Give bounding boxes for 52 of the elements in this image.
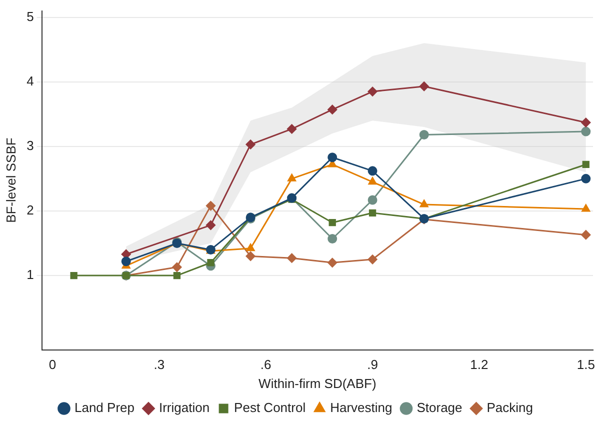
x-tick-label: .9 bbox=[367, 357, 378, 372]
point bbox=[368, 166, 378, 176]
point bbox=[328, 104, 338, 114]
point bbox=[419, 82, 429, 92]
x-axis-title: Within-firm SD(ABF) bbox=[258, 376, 376, 391]
point bbox=[368, 195, 378, 205]
point bbox=[581, 230, 591, 240]
y-tick-label: 1 bbox=[26, 267, 34, 282]
y-tick-label: 3 bbox=[26, 138, 34, 153]
point bbox=[173, 272, 181, 280]
point bbox=[328, 234, 338, 244]
y-axis-title: BF-level SSBF bbox=[3, 138, 18, 223]
y-tick-label: 4 bbox=[26, 73, 34, 88]
point bbox=[581, 126, 591, 136]
point bbox=[287, 253, 297, 263]
point bbox=[246, 251, 256, 261]
point bbox=[420, 200, 428, 208]
legend-label: Irrigation bbox=[158, 400, 210, 416]
point bbox=[246, 244, 255, 252]
legend-label: Packing bbox=[486, 400, 534, 416]
point bbox=[581, 118, 591, 128]
legend-label: Storage bbox=[416, 400, 462, 416]
point bbox=[582, 160, 590, 168]
point bbox=[246, 140, 256, 150]
point bbox=[207, 259, 214, 266]
point bbox=[328, 219, 336, 226]
y-tick-label: 5 bbox=[26, 8, 34, 24]
legend-label: Pest Control bbox=[234, 400, 306, 416]
point bbox=[287, 124, 297, 134]
point bbox=[368, 177, 377, 185]
point bbox=[206, 201, 216, 211]
x-tick-label: 0 bbox=[48, 357, 56, 372]
point bbox=[70, 272, 78, 280]
point bbox=[288, 174, 296, 182]
point bbox=[368, 254, 378, 264]
point bbox=[581, 174, 591, 184]
point bbox=[121, 256, 131, 266]
x-tick-label: 1.5 bbox=[576, 357, 595, 372]
point bbox=[582, 204, 590, 212]
point bbox=[368, 86, 378, 96]
x-tick-label: .6 bbox=[260, 357, 272, 372]
point bbox=[328, 152, 338, 162]
x-tick-label: 1.2 bbox=[470, 357, 488, 372]
point bbox=[328, 258, 338, 268]
y-tick-label: 2 bbox=[26, 202, 34, 218]
point bbox=[419, 130, 429, 140]
point bbox=[206, 220, 216, 230]
legend-label: Land Prep bbox=[74, 400, 134, 416]
point bbox=[368, 209, 376, 216]
point bbox=[172, 262, 182, 272]
x-tick-label: .3 bbox=[154, 357, 165, 372]
legend-label: Harvesting bbox=[330, 400, 392, 416]
